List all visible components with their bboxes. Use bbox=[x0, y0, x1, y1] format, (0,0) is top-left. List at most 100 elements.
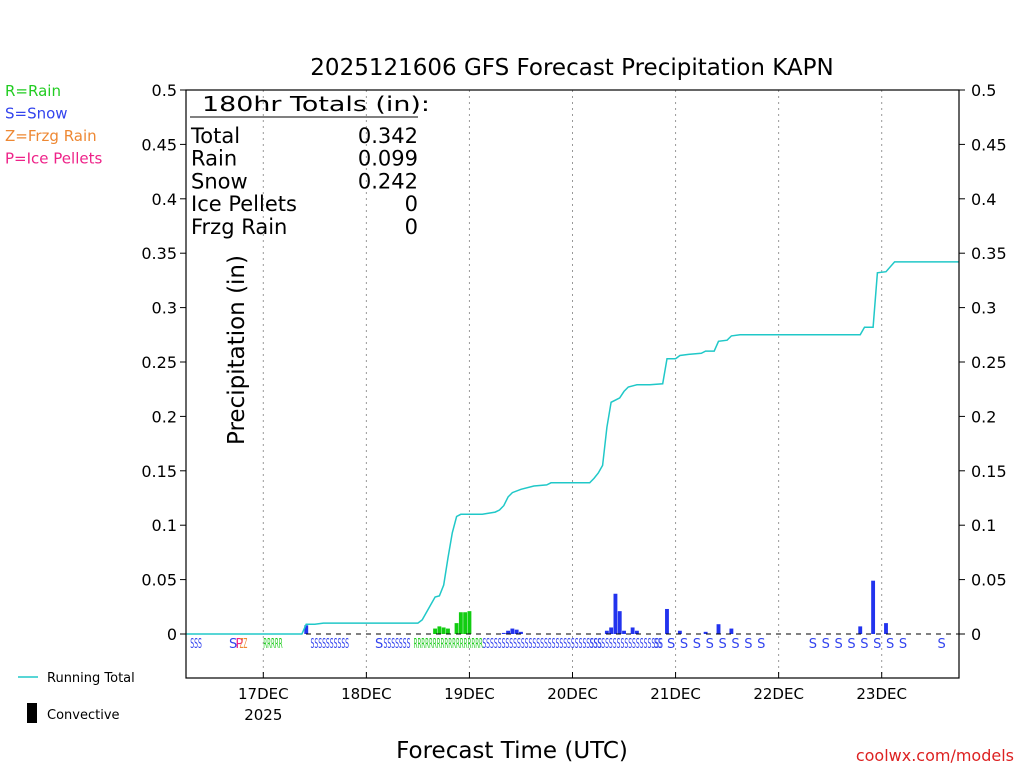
ptype-marker: S bbox=[873, 637, 881, 652]
ptype-marker: S bbox=[809, 637, 817, 652]
y-axis-label: Precipitation (in) bbox=[224, 255, 250, 445]
precip-bar bbox=[519, 631, 523, 634]
x-tick-label: 18DEC bbox=[341, 685, 392, 703]
ptype-marker: S bbox=[680, 637, 688, 652]
totals-row-label: Frzg Rain bbox=[191, 215, 287, 239]
precip-bar bbox=[729, 628, 734, 634]
totals-row-value: 0.342 bbox=[358, 124, 418, 148]
precip-bar bbox=[634, 630, 639, 634]
y-tick-label-right: 0.3 bbox=[971, 299, 996, 318]
ptype-marker: SSS bbox=[190, 637, 202, 652]
precip-bar bbox=[630, 627, 635, 634]
ptype-legend-item: P=Ice Pellets bbox=[5, 150, 102, 168]
ptype-legend-item: S=Snow bbox=[5, 105, 68, 123]
y-tick-label-right: 0.25 bbox=[971, 353, 1007, 372]
x-axis-label: Forecast Time (UTC) bbox=[396, 738, 628, 764]
ptype-marker: S bbox=[860, 637, 868, 652]
y-axis-right: 0 0.05 0.1 0.15 0.2 0.25 0.3 0.35 0.4 0.45 0.5 bbox=[959, 81, 1007, 644]
ptype-marker: RRRRRRRRRRRRRRRRRR bbox=[414, 637, 483, 652]
y-tick-label-left: 0.3 bbox=[152, 299, 177, 318]
ptype-marker: ZZ bbox=[240, 637, 248, 652]
x-tick-label: 22DEC bbox=[753, 685, 804, 703]
precip-bar bbox=[617, 611, 622, 634]
ptype-marker: RRRRR bbox=[263, 637, 282, 652]
precip-bar bbox=[454, 623, 459, 634]
totals-header: 180hr Totals (in): bbox=[202, 92, 430, 116]
totals-row-value: 0 bbox=[405, 192, 418, 216]
ptype-marker: S bbox=[229, 637, 237, 652]
ptype-marker: S bbox=[886, 637, 894, 652]
y-tick-label-left: 0.4 bbox=[152, 190, 177, 209]
ptype-legend: R=Rain S=Snow Z=Frzg Rain P=Ice Pellets bbox=[5, 82, 102, 168]
precip-bar bbox=[514, 629, 519, 634]
y-tick-label-left: 0.15 bbox=[141, 462, 177, 481]
ptype-marker: S bbox=[719, 637, 727, 652]
totals-row-label: Ice Pellets bbox=[191, 192, 297, 216]
ptype-marker: P bbox=[235, 637, 243, 652]
x-tick-label: 17DEC bbox=[238, 685, 289, 703]
ptype-marker: SSSSSSSSSSSSSSSSSSSSSSSSSSSSSSS bbox=[482, 637, 601, 652]
y-tick-label-right: 0.15 bbox=[971, 462, 1007, 481]
x-tick-label: 19DEC bbox=[444, 685, 495, 703]
totals-row-value: 0.099 bbox=[358, 147, 418, 171]
y-tick-label-right: 0.2 bbox=[971, 407, 996, 426]
x-tick-label: 20DEC bbox=[547, 685, 598, 703]
ptype-marker: SSSSSSS bbox=[384, 637, 411, 652]
credit-text: coolwx.com/models bbox=[856, 746, 1014, 765]
ptype-marker: S bbox=[744, 637, 752, 652]
y-tick-label-left: 0.05 bbox=[141, 571, 177, 590]
y-tick-label-right: 0.45 bbox=[971, 135, 1007, 154]
precip-bar bbox=[609, 627, 614, 634]
precip-bar bbox=[506, 630, 511, 634]
precip-bar bbox=[884, 623, 888, 634]
ptype-marker: S bbox=[938, 637, 946, 652]
precip-bar bbox=[441, 627, 446, 634]
ptype-marker: SSSSSSSSSS bbox=[311, 637, 350, 652]
precip-bar bbox=[458, 612, 463, 634]
ptype-marker: S bbox=[706, 637, 714, 652]
y-axis-left: 0 0.05 0.1 0.15 0.2 0.25 0.3 0.35 0.4 0.45 0.5 bbox=[141, 81, 186, 644]
y-tick-label-right: 0.4 bbox=[971, 190, 996, 209]
x-tick-label: 21DEC bbox=[650, 685, 701, 703]
precip-bar bbox=[501, 632, 506, 634]
ptype-marker: S bbox=[693, 637, 701, 652]
x-tick-year: 2025 bbox=[244, 706, 282, 724]
convective-legend-label: Convective bbox=[47, 708, 120, 723]
y-tick-label-right: 0.05 bbox=[971, 571, 1007, 590]
running-total-line bbox=[186, 261, 959, 635]
running-total-legend-label: Running Total bbox=[47, 671, 135, 686]
ptype-marker: S bbox=[731, 637, 739, 652]
precip-bar bbox=[446, 628, 450, 634]
precip-bar bbox=[665, 608, 669, 634]
precip-bar bbox=[437, 626, 442, 634]
precip-bar bbox=[510, 628, 515, 634]
ptype-marker: S bbox=[822, 637, 830, 652]
y-tick-label-left: 0.2 bbox=[152, 407, 177, 426]
y-tick-label-left: 0.1 bbox=[152, 516, 177, 535]
totals-row-value: 0 bbox=[405, 215, 418, 239]
totals-row-value: 0.242 bbox=[358, 169, 418, 193]
precip-bar bbox=[467, 611, 472, 634]
ptype-marker: S bbox=[899, 637, 907, 652]
precip-bar bbox=[677, 630, 682, 634]
y-tick-label-right: 0.35 bbox=[971, 244, 1007, 263]
ptype-marker: SS bbox=[654, 637, 662, 652]
ptype-legend-item: R=Rain bbox=[5, 82, 61, 100]
ptype-marker: SSSSSSSSSSSSSSSSSSS bbox=[590, 637, 663, 652]
chart-title: 2025121606 GFS Forecast Precipitation KA… bbox=[310, 55, 833, 81]
y-tick-label-right: 0.5 bbox=[971, 81, 996, 100]
precip-bar bbox=[871, 580, 876, 634]
precip-bar bbox=[304, 625, 309, 634]
totals-row-label: Snow bbox=[191, 169, 248, 193]
ptype-marker: S bbox=[847, 637, 855, 652]
precip-bar bbox=[604, 630, 609, 634]
ptype-legend-item: Z=Frzg Rain bbox=[5, 127, 97, 145]
convective-legend-swatch bbox=[27, 703, 37, 723]
y-tick-label-left: 0.45 bbox=[141, 135, 177, 154]
ptype-marker: S bbox=[375, 637, 383, 652]
precip-bar bbox=[703, 631, 708, 634]
y-tick-label-right: 0 bbox=[971, 625, 981, 644]
precip-bar bbox=[463, 612, 468, 634]
